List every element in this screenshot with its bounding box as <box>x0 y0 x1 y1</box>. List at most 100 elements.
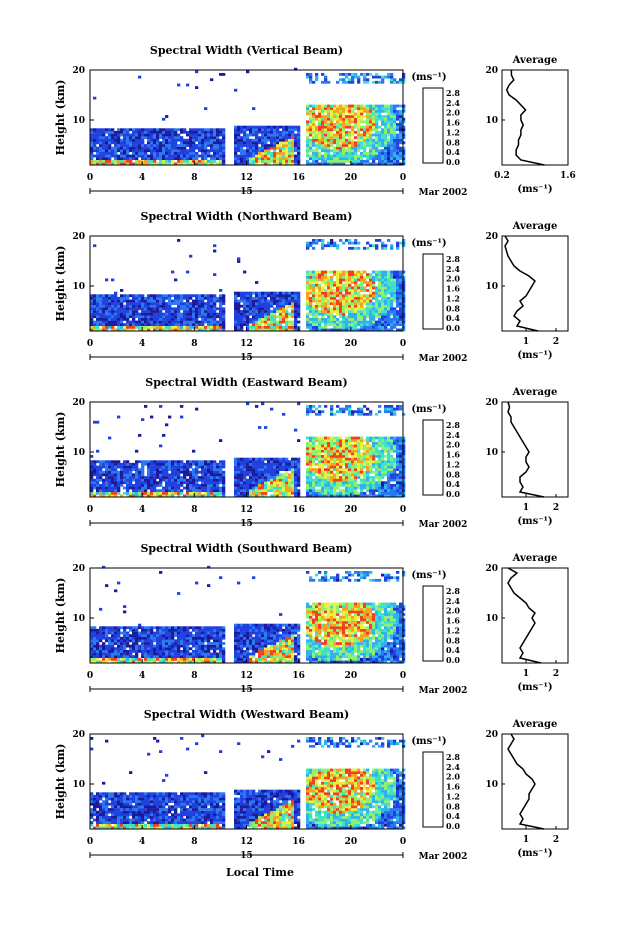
heatmap-cell <box>192 299 196 303</box>
heatmap-cell <box>357 328 361 332</box>
heatmap-cell <box>171 320 175 324</box>
heatmap-cell <box>345 478 349 482</box>
heatmap-cell <box>312 444 316 448</box>
heatmap-cell <box>315 299 319 303</box>
heatmap-cell <box>123 130 127 134</box>
heatmap-cell <box>384 289 388 292</box>
heatmap-cell <box>162 117 166 121</box>
heatmap-cell <box>105 312 109 316</box>
heatmap-cell <box>240 141 244 145</box>
heatmap-cell <box>237 462 241 466</box>
heatmap-cell <box>324 275 328 279</box>
heatmap-cell <box>192 138 196 142</box>
colorbar-tick-label: 0.8 <box>446 137 460 147</box>
heatmap-cell <box>312 80 316 84</box>
heatmap-cell <box>339 157 343 160</box>
heatmap-cell <box>372 486 376 490</box>
heatmap-cell <box>279 486 283 490</box>
heatmap-cell <box>153 154 157 158</box>
heatmap-cell <box>312 470 316 474</box>
heatmap-cell <box>366 299 370 303</box>
heatmap-cell <box>348 149 352 153</box>
heatmap-cell <box>213 494 217 498</box>
heatmap-cell <box>114 299 118 303</box>
heatmap-cell <box>312 494 316 498</box>
heatmap-cell <box>375 75 379 79</box>
heatmap-cell <box>177 83 181 87</box>
heatmap-cell <box>399 289 403 292</box>
heatmap-cell <box>369 281 373 284</box>
heatmap-cell <box>372 481 376 485</box>
heatmap-cell <box>276 141 280 145</box>
heatmap-cell <box>123 481 127 485</box>
heatmap-cell <box>348 310 352 313</box>
heatmap-cell <box>324 270 328 274</box>
heatmap-cell <box>363 154 367 158</box>
heatmap-cell <box>177 328 181 332</box>
heatmap-cell <box>393 141 397 145</box>
heatmap-cell <box>174 152 178 155</box>
heatmap-cell <box>393 325 397 329</box>
heatmap-cell <box>351 478 355 482</box>
heatmap-cell <box>282 133 286 137</box>
heatmap-cell <box>114 136 118 139</box>
heatmap-cell <box>387 149 391 153</box>
heatmap-cell <box>219 494 223 498</box>
heatmap-cell <box>366 144 370 147</box>
heatmap-cell <box>354 270 358 274</box>
heatmap-cell <box>396 80 400 84</box>
heatmap-cell <box>327 441 331 445</box>
heatmap-cell <box>381 299 385 303</box>
heatmap-cell <box>267 125 271 129</box>
heatmap-cell <box>234 125 238 129</box>
heatmap-cell <box>96 323 100 326</box>
heatmap-cell <box>279 146 283 150</box>
heatmap-cell <box>318 112 322 116</box>
heatmap-cell <box>336 286 340 290</box>
heatmap-cell <box>132 325 136 329</box>
heatmap-cell <box>315 130 319 134</box>
heatmap-cell <box>363 481 367 485</box>
heatmap-cell <box>396 304 400 308</box>
heatmap-cell <box>189 159 193 163</box>
heatmap-cell <box>174 299 178 303</box>
heatmap-cell <box>240 152 244 155</box>
heatmap-cell <box>195 486 199 490</box>
heatmap-cell <box>216 484 220 487</box>
heatmap-cell <box>258 462 262 466</box>
heatmap-cell <box>336 441 340 445</box>
heatmap-cell <box>297 460 301 464</box>
heatmap-cell <box>141 323 145 326</box>
heatmap-cell <box>222 323 226 326</box>
heatmap-cell <box>285 470 289 474</box>
heatmap-cell <box>360 270 364 274</box>
heatmap-cell <box>366 481 370 485</box>
heatmap-cell <box>396 133 400 137</box>
heatmap-cell <box>198 494 202 498</box>
heatmap-cell <box>363 128 367 132</box>
heatmap-cell <box>195 473 199 477</box>
heatmap-cell <box>117 130 121 134</box>
heatmap-cell <box>360 465 364 469</box>
heatmap-cell <box>336 462 340 466</box>
heatmap-cell <box>315 162 319 166</box>
heatmap-cell <box>270 130 274 134</box>
heatmap-cell <box>288 128 292 132</box>
heatmap-cell <box>324 244 328 248</box>
heatmap-cell <box>192 152 196 155</box>
heatmap-cell <box>111 325 115 329</box>
heatmap-cell <box>372 159 376 163</box>
heatmap-cell <box>309 407 313 411</box>
heatmap-cell <box>360 107 364 110</box>
heatmap-cell <box>333 412 337 416</box>
heatmap-cell <box>267 318 271 321</box>
heatmap-cell <box>135 136 139 139</box>
heatmap-cell <box>369 107 373 110</box>
heatmap-cell <box>117 302 121 305</box>
heatmap-cell <box>246 310 250 313</box>
heatmap-cell <box>369 312 373 316</box>
heatmap-cell <box>396 244 400 248</box>
heatmap-cell <box>261 307 265 311</box>
heatmap-cell <box>198 154 202 158</box>
heatmap-cell <box>249 312 253 316</box>
